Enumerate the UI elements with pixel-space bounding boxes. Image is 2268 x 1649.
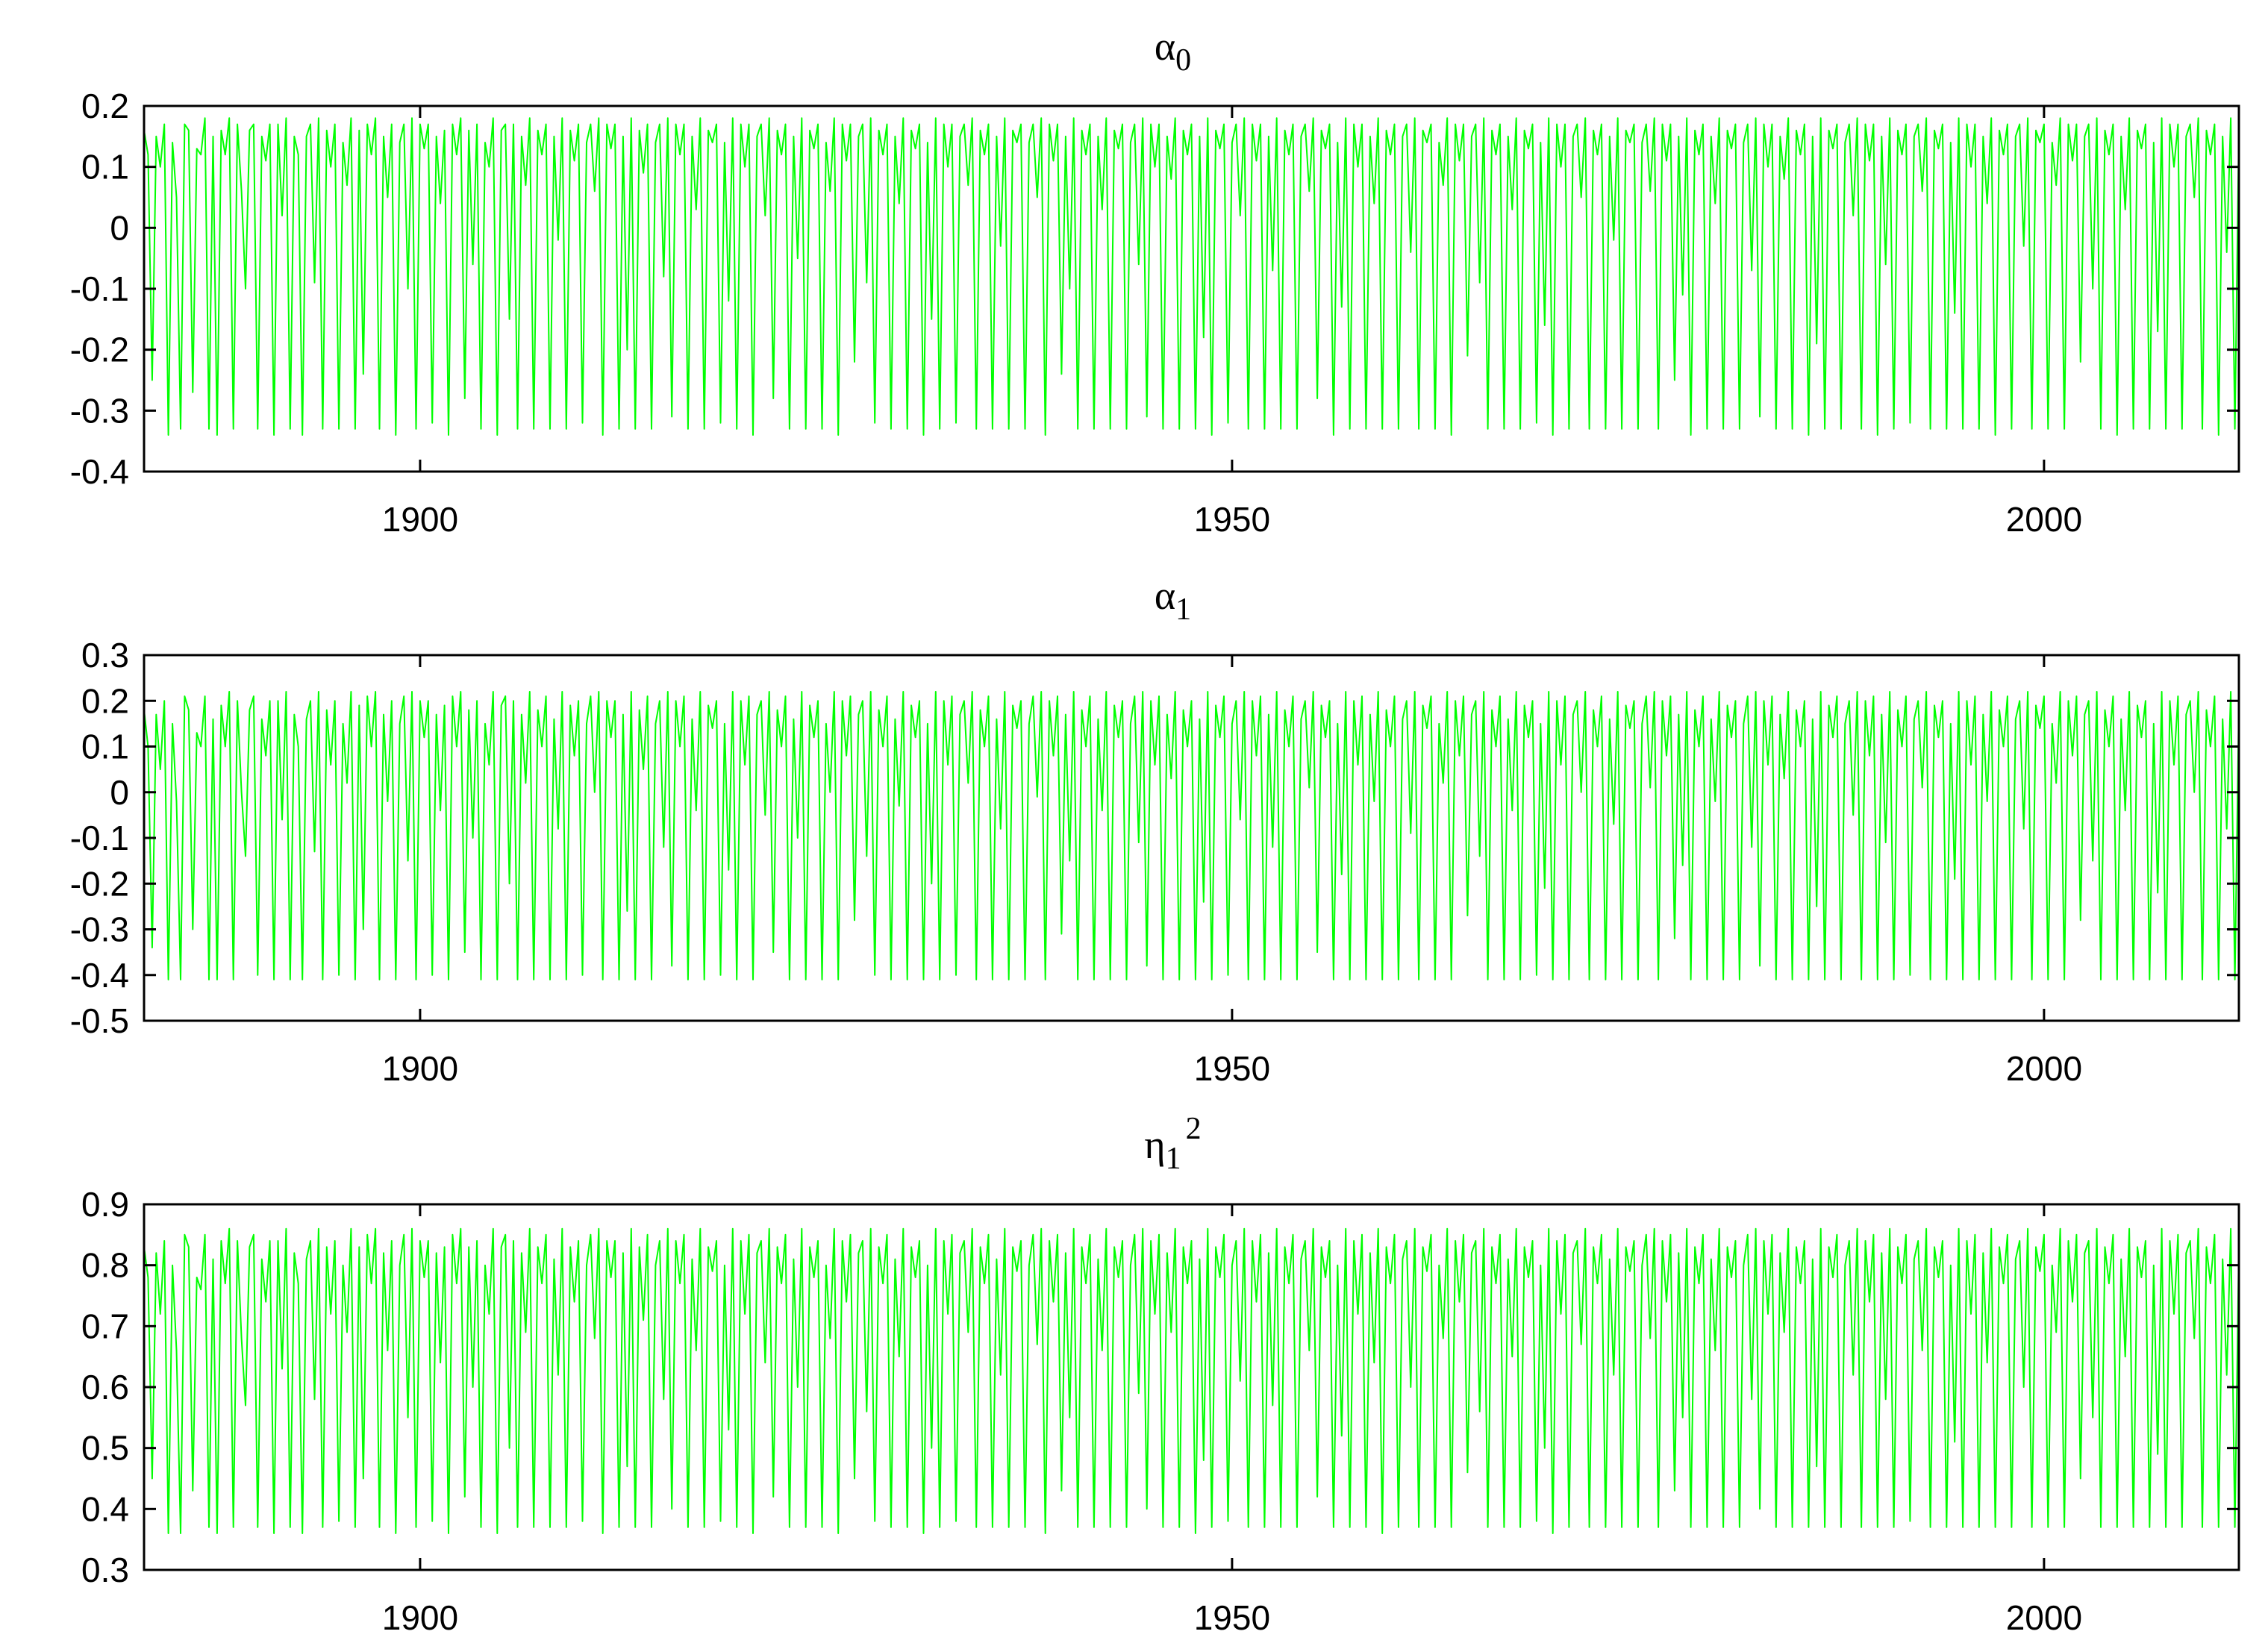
x-tick-label: 1950 bbox=[1194, 1598, 1270, 1637]
y-tick-label: 0 bbox=[110, 773, 129, 812]
panel-title-symbol: α bbox=[1155, 573, 1175, 618]
y-tick-label: -0.1 bbox=[70, 269, 129, 308]
panel-2: η12 0.3 0.4 0.5 0.6 0.7 0.8 0.9 1900 1950 2000 bbox=[81, 1112, 2240, 1637]
x-tick-label: 1950 bbox=[1194, 1049, 1270, 1088]
y-tick-label: -0.3 bbox=[70, 391, 129, 430]
y-tick-label: -0.2 bbox=[70, 864, 129, 903]
y-tick-label: -0.4 bbox=[70, 452, 129, 491]
y-tick-label: 0.9 bbox=[81, 1185, 129, 1224]
panel-1: α1 -0.5 -0.4 -0.3 -0.2 -0.1 0 0.1 0.2 0.3 1900 1950… bbox=[70, 573, 2240, 1088]
y-tick-label: 0.2 bbox=[81, 681, 129, 720]
y-tick-label: 0.8 bbox=[81, 1246, 129, 1285]
series-line bbox=[144, 117, 2239, 436]
y-tick-label: 0.7 bbox=[81, 1307, 129, 1345]
y-tick-label: 0 bbox=[110, 208, 129, 247]
y-tick-label: -0.2 bbox=[70, 331, 129, 369]
panel-title-subscript: 0 bbox=[1175, 43, 1191, 78]
y-tick-label: -0.4 bbox=[70, 956, 129, 995]
y-tick-label: -0.5 bbox=[70, 1001, 129, 1040]
x-tick-label: 1900 bbox=[382, 500, 458, 539]
y-tick-label: -0.1 bbox=[70, 819, 129, 857]
y-tick-label: 0.2 bbox=[81, 87, 129, 125]
y-tick-label: 0.1 bbox=[81, 728, 129, 766]
panel-title-symbol: α bbox=[1155, 24, 1175, 69]
x-tick-label: 1950 bbox=[1194, 500, 1270, 539]
y-tick-label: 0.3 bbox=[81, 1551, 129, 1589]
y-tick-label: 0.3 bbox=[81, 636, 129, 675]
y-tick-label: -0.3 bbox=[70, 910, 129, 949]
panel-title-symbol: η bbox=[1144, 1122, 1165, 1167]
panel-title: α1 bbox=[1155, 573, 1191, 627]
x-tick-label: 1900 bbox=[382, 1598, 458, 1637]
x-tick-label: 2000 bbox=[2006, 1049, 2082, 1088]
panel-title: η12 bbox=[1144, 1112, 1201, 1176]
panel-title-superscript: 2 bbox=[1186, 1112, 1202, 1146]
x-tick-label: 2000 bbox=[2006, 500, 2082, 539]
y-tick-label: 0.1 bbox=[81, 148, 129, 187]
panel-title: α0 bbox=[1155, 24, 1191, 78]
y-tick-label: 0.4 bbox=[81, 1489, 129, 1528]
x-tick-label: 1900 bbox=[382, 1049, 458, 1088]
series-line bbox=[144, 691, 2239, 980]
series-line bbox=[144, 1227, 2239, 1534]
x-tick-label: 2000 bbox=[2006, 1598, 2082, 1637]
panel-title-subscript: 1 bbox=[1175, 592, 1191, 627]
panel-title-subscript: 1 bbox=[1166, 1142, 1181, 1176]
y-tick-label: 0.6 bbox=[81, 1368, 129, 1406]
y-tick-label: 0.5 bbox=[81, 1429, 129, 1468]
